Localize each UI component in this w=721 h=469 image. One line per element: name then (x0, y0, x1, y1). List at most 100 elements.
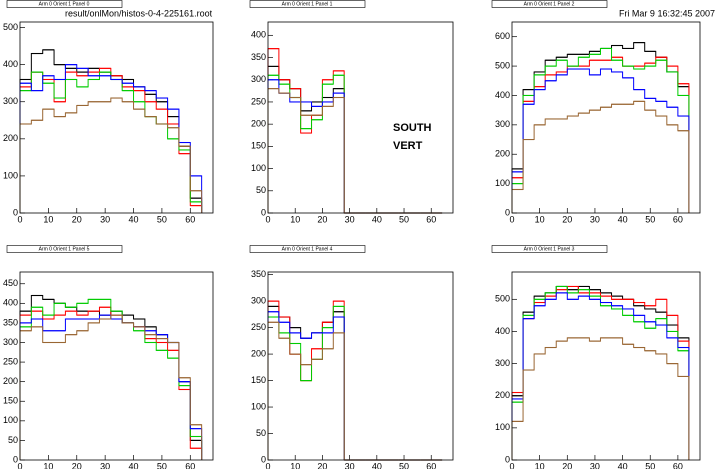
y-tick-label: 300 (251, 296, 266, 306)
y-tick-label: 300 (251, 74, 266, 84)
x-tick-label: 10 (535, 214, 545, 224)
y-tick-label: 0 (13, 207, 18, 217)
y-tick-label: 400 (3, 298, 18, 308)
x-tick-label: 60 (673, 461, 683, 469)
step-riser (19, 314, 203, 460)
y-tick-label: 600 (495, 31, 510, 41)
x-tick-label: 50 (645, 214, 655, 224)
timestamp: Fri Mar 9 16:32:45 2007 (619, 8, 715, 18)
x-tick-label: 10 (43, 214, 53, 224)
x-tick-label: 0 (265, 214, 270, 224)
title-box (249, 0, 366, 8)
y-tick-label: 0 (505, 207, 510, 217)
plot-frame (19, 21, 214, 214)
step-riser (511, 292, 690, 460)
step-riser (19, 298, 203, 460)
x-tick-label: 20 (562, 214, 572, 224)
step-riser (19, 64, 203, 213)
x-tick-label: 20 (317, 214, 327, 224)
y-tick-label: 50 (256, 185, 266, 195)
step-riser (511, 285, 690, 460)
step-riser (511, 285, 690, 460)
annotation: VERT (393, 140, 423, 152)
y-tick-label: 200 (251, 119, 266, 129)
x-tick-label: 30 (590, 214, 600, 224)
x-tick-label: 30 (345, 461, 355, 469)
x-tick-label: 30 (100, 214, 110, 224)
step-riser (511, 337, 690, 460)
x-tick-label: 0 (509, 461, 514, 469)
step-riser (511, 68, 690, 213)
y-tick-label: 150 (251, 375, 266, 385)
title-box (6, 245, 123, 253)
y-tick-label: 400 (495, 90, 510, 100)
y-tick-label: 150 (251, 141, 266, 151)
y-tick-label: 100 (495, 422, 510, 432)
step-riser (19, 97, 203, 213)
y-tick-label: 100 (251, 163, 266, 173)
y-tick-label: 400 (495, 326, 510, 336)
x-tick-label: 0 (265, 461, 270, 469)
y-tick-label: 300 (495, 119, 510, 129)
y-tick-label: 450 (3, 278, 18, 288)
x-tick-label: 0 (17, 461, 22, 469)
plot-frame (267, 271, 454, 461)
y-tick-label: 250 (251, 96, 266, 106)
y-tick-label: 300 (3, 96, 18, 106)
y-tick-label: 0 (261, 454, 266, 464)
x-tick-label: 40 (129, 461, 139, 469)
x-tick-label: 60 (673, 214, 683, 224)
x-tick-label: 10 (535, 461, 545, 469)
plot-frame (511, 21, 701, 214)
y-tick-label: 500 (495, 60, 510, 70)
panel-title: Arm 0 Orient 1 Panel 3 (524, 246, 575, 252)
y-tick-label: 50 (256, 428, 266, 438)
plot-frame (267, 21, 454, 214)
x-tick-label: 30 (590, 461, 600, 469)
y-tick-label: 0 (261, 207, 266, 217)
y-tick-label: 500 (3, 22, 18, 32)
x-tick-label: 60 (426, 461, 436, 469)
x-tick-label: 50 (399, 461, 409, 469)
x-tick-label: 60 (185, 214, 195, 224)
x-tick-label: 40 (372, 214, 382, 224)
x-tick-label: 60 (426, 214, 436, 224)
y-tick-label: 400 (3, 59, 18, 69)
x-tick-label: 30 (100, 461, 110, 469)
y-tick-label: 200 (495, 390, 510, 400)
step-riser (511, 47, 690, 213)
y-tick-label: 200 (3, 376, 18, 386)
x-tick-label: 0 (509, 214, 514, 224)
title-box (491, 0, 608, 8)
y-tick-label: 250 (3, 356, 18, 366)
y-tick-label: 500 (495, 294, 510, 304)
y-tick-label: 150 (3, 396, 18, 406)
x-tick-label: 0 (17, 214, 22, 224)
x-tick-label: 40 (618, 214, 628, 224)
x-tick-label: 60 (185, 461, 195, 469)
y-tick-label: 300 (3, 337, 18, 347)
y-tick-label: 300 (495, 358, 510, 368)
x-tick-label: 50 (157, 214, 167, 224)
title-box (249, 245, 366, 253)
x-tick-label: 20 (72, 461, 82, 469)
x-tick-label: 40 (372, 461, 382, 469)
x-tick-label: 20 (317, 461, 327, 469)
annotation: SOUTH (393, 122, 432, 134)
x-tick-label: 40 (618, 461, 628, 469)
y-tick-label: 100 (251, 401, 266, 411)
y-tick-label: 50 (8, 435, 18, 445)
y-tick-label: 350 (3, 317, 18, 327)
panel-title: Arm 0 Orient 1 Panel 2 (524, 1, 575, 7)
x-tick-label: 10 (43, 461, 53, 469)
x-tick-label: 30 (345, 214, 355, 224)
panel-title: Arm 0 Orient 1 Panel 4 (282, 246, 333, 252)
x-tick-label: 10 (290, 461, 300, 469)
y-tick-label: 350 (251, 52, 266, 62)
y-tick-label: 0 (13, 454, 18, 464)
y-tick-label: 400 (251, 30, 266, 40)
y-tick-label: 200 (251, 348, 266, 358)
panel-title: Arm 0 Orient 1 Panel 5 (39, 246, 90, 252)
